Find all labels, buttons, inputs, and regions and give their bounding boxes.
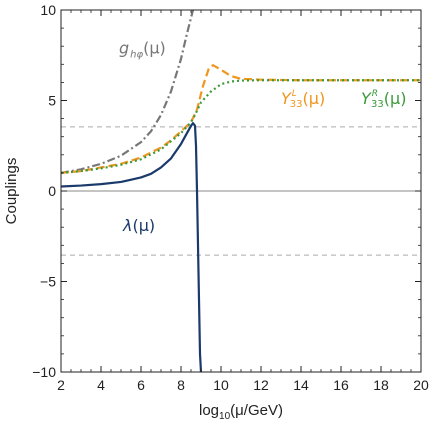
x-tick-label: 20 [413, 377, 429, 393]
x-tick-label: 6 [137, 377, 145, 393]
reference-lines [61, 126, 421, 256]
y-tick-label: −5 [40, 274, 56, 290]
y-tick-label: 5 [48, 93, 56, 109]
y-tick-label: −10 [32, 364, 56, 380]
ticks: 2 4 6 8 10 12 14 16 18 20 −10 −5 0 5 10 [32, 2, 429, 393]
series-labels: ghφ(μ) YL 33(μ) YR 33(μ) λ(μ) [119, 38, 406, 234]
x-tick-label: 18 [373, 377, 389, 393]
x-tick-label: 16 [333, 377, 349, 393]
series-label-3: λ(μ) [122, 216, 155, 235]
x-axis-title: log10(μ/GeV) [199, 402, 283, 422]
series-group [61, 10, 421, 372]
series-line-2 [61, 79, 421, 174]
series-label-2: YR 33(μ) [361, 89, 406, 110]
x-tick-label: 14 [293, 377, 309, 393]
y-axis-title: Couplings [3, 158, 20, 225]
series-label-1: YL 33(μ) [281, 89, 325, 110]
y-tick-label: 0 [48, 183, 56, 199]
series-label-0: ghφ(μ) [119, 38, 166, 60]
x-tick-label: 12 [253, 377, 269, 393]
series-line-1 [61, 64, 421, 174]
x-tick-label: 10 [213, 377, 229, 393]
x-tick-label: 2 [57, 377, 65, 393]
y-tick-label: 10 [40, 2, 56, 18]
x-tick-label: 8 [177, 377, 185, 393]
x-tick-label: 4 [97, 377, 105, 393]
series-line-0 [61, 10, 195, 174]
series-line-3 [61, 122, 203, 372]
